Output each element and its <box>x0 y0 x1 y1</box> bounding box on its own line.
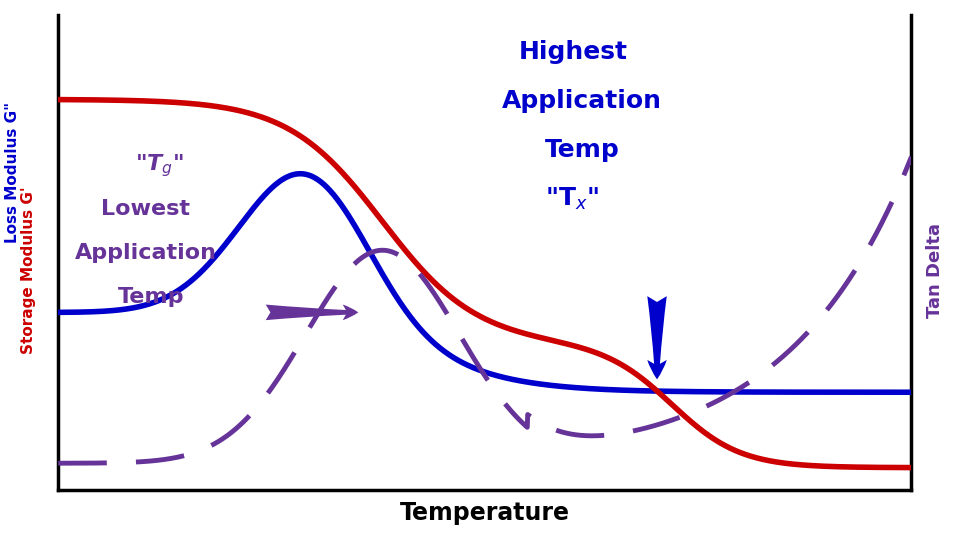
Text: Tan Delta: Tan Delta <box>926 222 944 318</box>
Text: Temp: Temp <box>118 287 184 307</box>
X-axis label: Temperature: Temperature <box>399 501 570 525</box>
Text: "T$_x$": "T$_x$" <box>544 186 598 212</box>
Text: Lowest: Lowest <box>101 199 190 219</box>
Text: "T$_g$": "T$_g$" <box>135 152 184 179</box>
Text: Temp: Temp <box>544 138 619 162</box>
Text: Loss Modulus G": Loss Modulus G" <box>5 102 20 244</box>
Text: Application: Application <box>502 89 661 113</box>
Text: Storage Modulus G': Storage Modulus G' <box>21 186 36 354</box>
Text: Application: Application <box>75 243 217 263</box>
Text: Highest: Highest <box>519 40 628 64</box>
